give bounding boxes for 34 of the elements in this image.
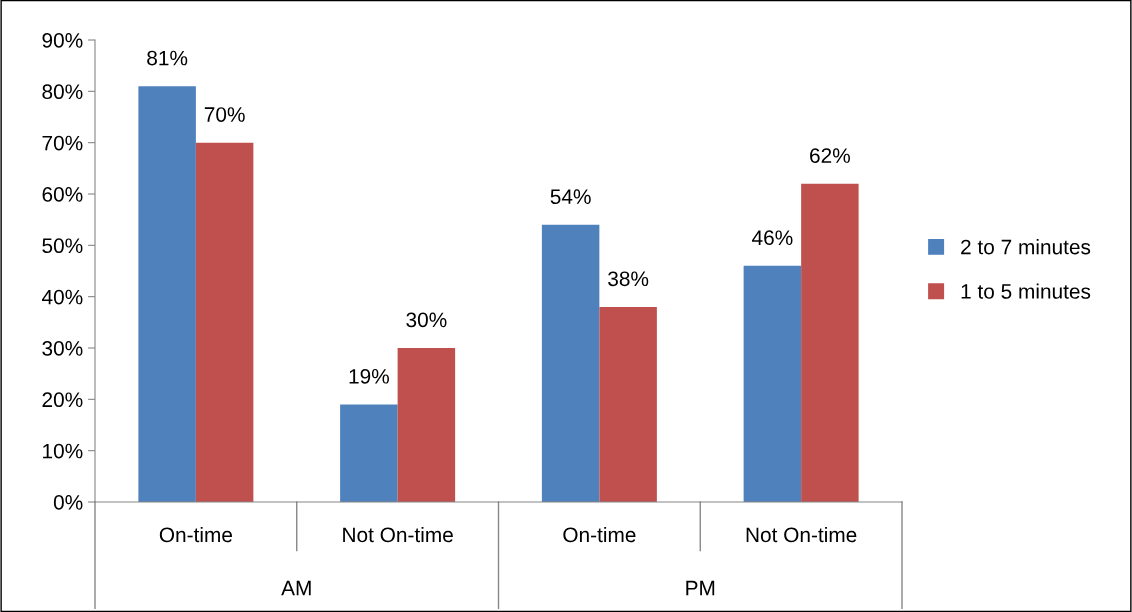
data-label: 38%	[608, 271, 649, 287]
bar	[743, 265, 802, 502]
bar	[195, 142, 254, 502]
data-label: 30%	[406, 312, 447, 328]
y-tick-label: 10%	[43, 443, 83, 459]
data-label: 46%	[752, 230, 793, 246]
y-tick-label: 80%	[42, 84, 83, 100]
text: AM	[281, 580, 311, 596]
bar	[397, 348, 456, 502]
bar	[599, 306, 657, 502]
y-tick-label: 30%	[42, 341, 83, 356]
y-tick-label: 50%	[42, 238, 83, 254]
bar	[801, 183, 859, 502]
y-tick-label: 20%	[42, 392, 83, 408]
bar	[138, 86, 196, 502]
y-tick-label: 60%	[42, 187, 83, 202]
data-label: 54%	[550, 189, 591, 205]
bar	[340, 404, 398, 502]
legend-label: 2 to 7 minutes	[961, 239, 1091, 255]
data-label: 19%	[349, 368, 389, 384]
text: PM	[686, 580, 715, 596]
legend-label: 1 to 5 minutes	[961, 283, 1091, 299]
x-tick-label: On-time	[159, 526, 232, 543]
x-tick-label: On-time	[563, 526, 636, 543]
y-tick-label: 90%	[42, 33, 83, 48]
y-tick-label: 40%	[41, 289, 83, 305]
y-tick-label: 70%	[42, 135, 83, 151]
data-label: 70%	[204, 107, 245, 122]
data-label: 81%	[147, 50, 188, 66]
data-label: 62%	[810, 148, 850, 163]
x-tick-label: Not On-time	[343, 526, 453, 543]
x-tick-label: Not On-time	[746, 526, 857, 543]
y-tick-label: 0%	[53, 495, 83, 510]
bar	[541, 224, 600, 502]
